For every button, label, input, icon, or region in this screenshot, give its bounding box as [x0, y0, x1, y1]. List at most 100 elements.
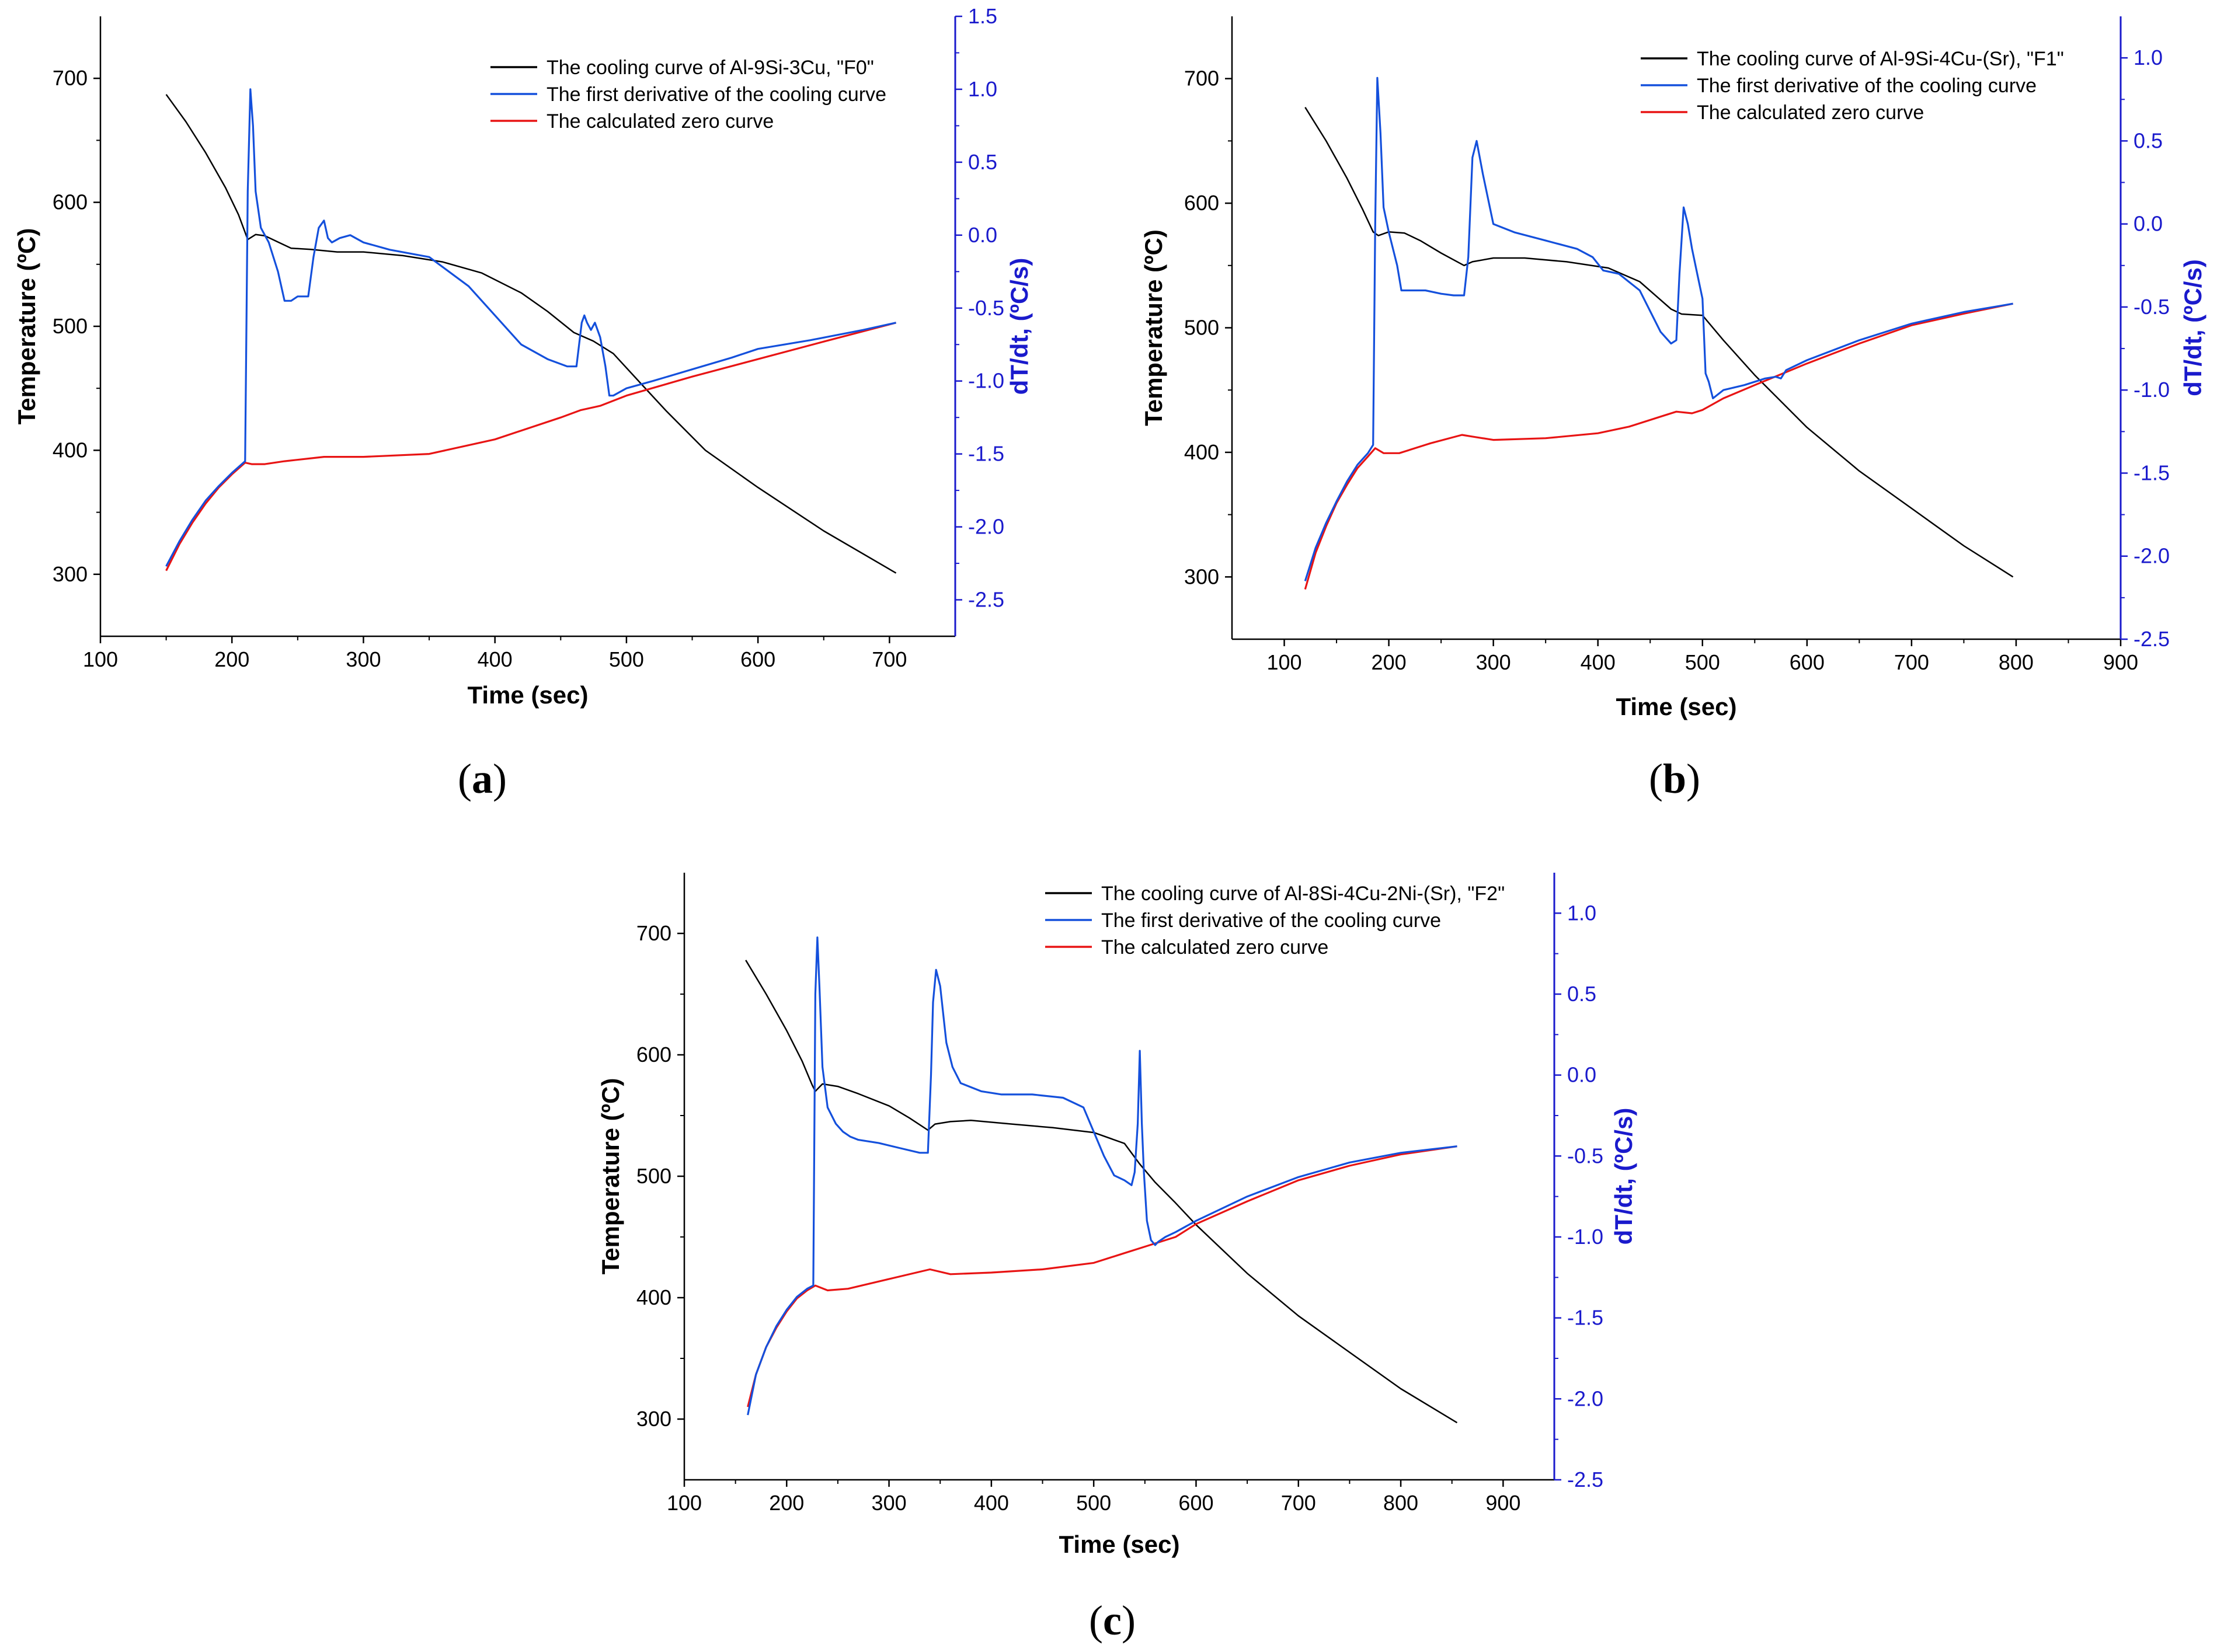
panel-c-y-tick-label: 600	[636, 1043, 671, 1067]
panel-b-x-tick-label: 200	[1372, 650, 1407, 674]
panel-b-x-tick-label: 300	[1476, 650, 1511, 674]
panel-a-y2-tick-label: 1.5	[968, 4, 997, 28]
panel-a-y-tick-label: 500	[53, 314, 88, 338]
panel-c-x-tick-label: 400	[974, 1491, 1009, 1515]
panel-a-caption: (a)	[458, 755, 507, 802]
panel-b-x-tick-label: 400	[1581, 650, 1616, 674]
panel-a-legend-label-1: The first derivative of the cooling curv…	[547, 83, 886, 106]
panel-c-series-2-line	[747, 1145, 1457, 1407]
panel-c-y-axis-title: Temperature (ºC)	[597, 1078, 624, 1275]
panel-c-y2-tick-label: 0.5	[1567, 982, 1596, 1006]
panel-a-y-tick-label: 600	[53, 190, 88, 214]
panel-a-legend-label-2: The calculated zero curve	[547, 110, 774, 133]
panel-c-legend-label-1: The first derivative of the cooling curv…	[1101, 909, 1441, 932]
panel-c-y2-tick-label: 0.0	[1567, 1063, 1596, 1087]
panel-b-y2-tick-label: -2.0	[2134, 544, 2170, 568]
panel-a-series-1-line	[165, 88, 896, 567]
panel-b-x-tick-label: 500	[1685, 650, 1720, 674]
panel-a-y2-tick-label: -1.5	[968, 442, 1004, 466]
panel-b-y2-tick-label: 0.0	[2134, 212, 2163, 236]
panel-b-y2-tick-label: -1.5	[2134, 461, 2170, 485]
panel-a-x-tick-label: 400	[478, 647, 513, 671]
panel-a-y-axis-title: Temperature (ºC)	[13, 228, 40, 425]
panel-b-legend-label-0: The cooling curve of Al-9Si-4Cu-(Sr), "F…	[1697, 48, 2064, 70]
panel-c-y2-tick-label: -0.5	[1567, 1144, 1603, 1167]
panel-c-y2-tick-label: 1.0	[1567, 901, 1596, 925]
panel-c-x-tick-label: 700	[1281, 1491, 1316, 1515]
panel-a-y-tick-label: 300	[53, 562, 88, 586]
panel-b-y-tick-label: 700	[1184, 67, 1219, 90]
panel-c-y2-tick-label: -1.0	[1567, 1225, 1603, 1249]
panel-b-legend-label-1: The first derivative of the cooling curv…	[1697, 75, 2037, 97]
panel-a-chart: 100 200 300 400 500 600 700 300 400 500 600 700 -2.5…	[13, 4, 1033, 709]
panel-a-x-tick-label: 100	[83, 647, 118, 671]
panel-b-caption: (b)	[1649, 755, 1700, 802]
panel-a-x-tick-label: 200	[214, 647, 249, 671]
panel-c-x-tick-label: 800	[1383, 1491, 1418, 1515]
panel-b-y-tick-label: 300	[1184, 564, 1219, 588]
panel-c-y-tick-label: 500	[636, 1164, 671, 1188]
panel-b-x-tick-label: 900	[2103, 650, 2138, 674]
panel-c-y-tick-label: 700	[636, 921, 671, 945]
panel-a-y2-tick-label: -2.0	[968, 515, 1004, 539]
panel-c-caption: (c)	[1089, 1597, 1136, 1644]
panel-b-x-tick-label: 800	[1999, 650, 2034, 674]
panel-a-y2-tick-label: -2.5	[968, 588, 1004, 612]
panel-b-x-axis-title: Time (sec)	[1616, 693, 1737, 720]
panel-c-letter: c	[1103, 1597, 1122, 1644]
panel-a-y2-tick-label: 1.0	[968, 77, 997, 101]
panel-b-x-tick-label: 700	[1894, 650, 1929, 674]
panel-c-x-tick-label: 900	[1485, 1491, 1520, 1515]
panel-a-legend-label-0: The cooling curve of Al-9Si-3Cu, "F0"	[547, 57, 874, 79]
panel-c-y2-tick-label: -1.5	[1567, 1306, 1603, 1330]
panel-b-x-tick-label: 600	[1790, 650, 1825, 674]
panel-c-x-tick-label: 200	[769, 1491, 804, 1515]
panel-a-y-tick-label: 400	[53, 438, 88, 462]
panel-a-y2-tick-label: 0.5	[968, 150, 997, 174]
panel-c-y2-tick-label: -2.0	[1567, 1386, 1603, 1410]
panel-b-y2-tick-label: -2.5	[2134, 627, 2170, 651]
panel-c-series-0-line	[745, 960, 1458, 1424]
panel-c-x-tick-label: 600	[1178, 1491, 1213, 1515]
panel-c-series-1-line	[747, 936, 1457, 1416]
panel-c-legend-label-0: The cooling curve of Al-8Si-4Cu-2Ni-(Sr)…	[1101, 883, 1505, 905]
panel-c-x-axis-title: Time (sec)	[1059, 1531, 1180, 1558]
panel-a-y2-tick-label: 0.0	[968, 223, 997, 247]
panel-b-y2-tick-label: -0.5	[2134, 295, 2170, 319]
panel-c-legend-label-2: The calculated zero curve	[1101, 936, 1328, 959]
panel-b-y-axis-title: Temperature (ºC)	[1140, 229, 1167, 426]
panel-c-y2-tick-label: -2.5	[1567, 1468, 1603, 1491]
panel-c-y-tick-label: 300	[636, 1407, 671, 1431]
panel-a-x-tick-label: 700	[872, 647, 907, 671]
panel-a-y-tick-label: 700	[53, 66, 88, 90]
panel-b-y-tick-label: 500	[1184, 316, 1219, 340]
panel-b-y2-tick-label: 0.5	[2134, 128, 2163, 152]
panel-a-x-tick-label: 500	[609, 647, 644, 671]
panel-a-y2-tick-label: -1.0	[968, 369, 1004, 393]
panel-c-x-tick-label: 500	[1076, 1491, 1111, 1515]
panel-a-series-2-line	[165, 322, 897, 571]
panel-a-y2-axis-title: dT/dt, (ºC/s)	[1005, 258, 1033, 395]
panel-c-y2-axis-title: dT/dt, (ºC/s)	[1610, 1108, 1637, 1245]
panel-a-x-axis-title: Time (sec)	[468, 681, 589, 709]
panel-c-x-tick-label: 300	[872, 1491, 907, 1515]
panel-c-x-tick-label: 100	[667, 1491, 702, 1515]
panel-b-letter: b	[1663, 755, 1686, 802]
panel-b-series-0-line	[1304, 107, 2014, 578]
panel-a-y2-tick-label: -0.5	[968, 296, 1004, 320]
panel-a-x-tick-label: 600	[740, 647, 775, 671]
panel-a-letter: a	[472, 755, 493, 802]
panel-a-series-0-line	[165, 94, 897, 574]
panel-b-y2-axis-title: dT/dt, (ºC/s)	[2179, 259, 2206, 396]
panel-b-x-tick-label: 100	[1266, 650, 1301, 674]
panel-b-y-tick-label: 400	[1184, 440, 1219, 464]
panel-c-y-tick-label: 400	[636, 1285, 671, 1309]
panel-b-y-tick-label: 600	[1184, 191, 1219, 215]
panel-c-chart: 100 200 300 400 500 600 700 800 900 300 400 500 600 7…	[597, 873, 1637, 1558]
panel-b-y2-tick-label: 1.0	[2134, 46, 2163, 69]
panel-b-series-2-line	[1304, 302, 2013, 590]
panel-b-y2-tick-label: -1.0	[2134, 378, 2170, 402]
panel-b-chart: 100 200 300 400 500 600 700 800 900 300 400 500 600 7…	[1140, 16, 2206, 720]
panel-b-series-1-line	[1304, 76, 2013, 581]
